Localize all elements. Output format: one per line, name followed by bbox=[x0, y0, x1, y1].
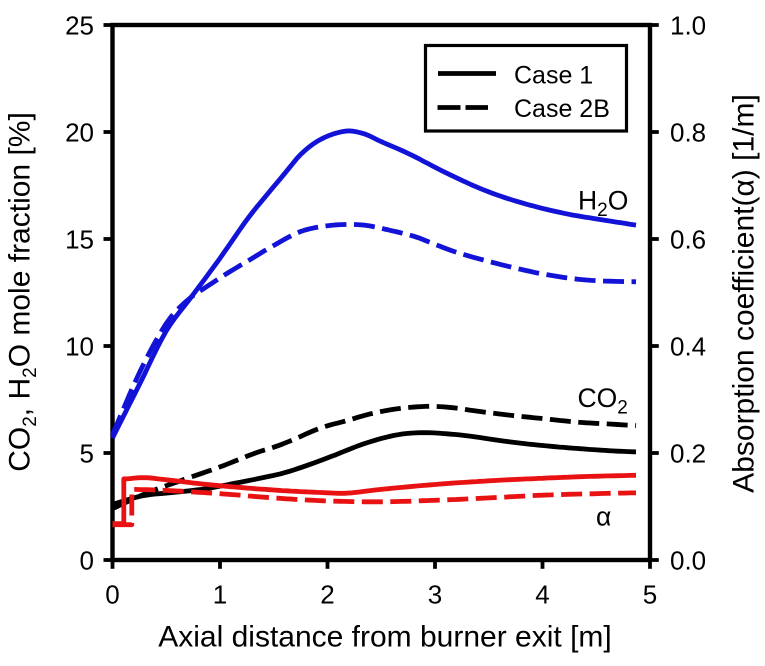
svg-text:Axial distance from burner exi: Axial distance from burner exit [m] bbox=[158, 621, 612, 654]
svg-text:0: 0 bbox=[105, 579, 119, 609]
svg-text:4: 4 bbox=[535, 579, 549, 609]
svg-text:25: 25 bbox=[65, 10, 94, 40]
svg-text:20: 20 bbox=[65, 117, 94, 147]
svg-text:10: 10 bbox=[65, 331, 94, 361]
svg-text:15: 15 bbox=[65, 224, 94, 254]
svg-text:Absorption coefficient(α) [1/m: Absorption coefficient(α) [1/m] bbox=[728, 94, 761, 493]
svg-text:0: 0 bbox=[80, 545, 94, 575]
svg-text:α: α bbox=[596, 502, 611, 532]
svg-text:0.4: 0.4 bbox=[670, 331, 706, 361]
svg-text:3: 3 bbox=[428, 579, 442, 609]
svg-text:0.6: 0.6 bbox=[670, 224, 706, 254]
svg-text:2: 2 bbox=[320, 579, 334, 609]
svg-text:5: 5 bbox=[643, 579, 657, 609]
svg-text:CO2, H2O mole fraction [%]: CO2, H2O mole fraction [%] bbox=[4, 112, 41, 472]
svg-text:1: 1 bbox=[213, 579, 227, 609]
svg-text:1.0: 1.0 bbox=[670, 10, 706, 40]
svg-text:0.8: 0.8 bbox=[670, 117, 706, 147]
svg-text:0.2: 0.2 bbox=[670, 438, 706, 468]
svg-text:Case 1: Case 1 bbox=[514, 62, 593, 90]
svg-text:5: 5 bbox=[80, 438, 94, 468]
svg-text:0.0: 0.0 bbox=[670, 545, 706, 575]
svg-text:Case 2B: Case 2B bbox=[514, 95, 610, 123]
